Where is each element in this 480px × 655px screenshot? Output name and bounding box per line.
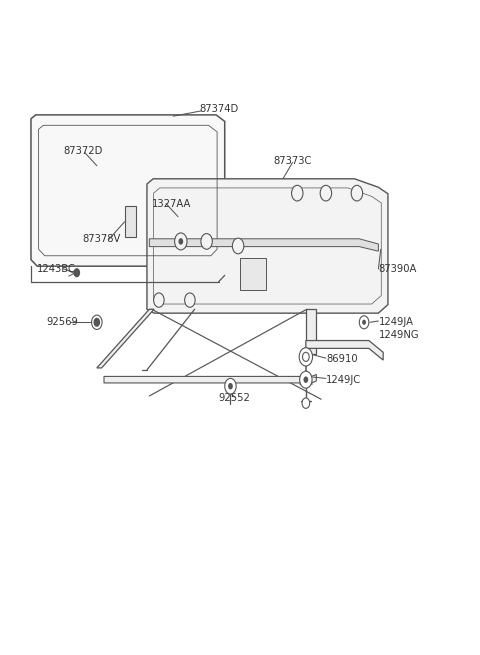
Polygon shape [97, 309, 154, 368]
Text: 92552: 92552 [218, 393, 251, 403]
Text: 87372D: 87372D [63, 147, 103, 157]
Circle shape [175, 233, 187, 250]
Circle shape [303, 377, 308, 383]
Text: 1249NG: 1249NG [378, 330, 419, 341]
Circle shape [225, 379, 236, 394]
Circle shape [92, 315, 102, 329]
Text: 92569: 92569 [47, 317, 79, 328]
Polygon shape [104, 375, 316, 383]
Circle shape [291, 185, 303, 201]
Polygon shape [306, 341, 383, 360]
Polygon shape [149, 239, 378, 251]
Circle shape [360, 316, 369, 329]
Text: 86910: 86910 [326, 354, 358, 364]
Circle shape [154, 293, 164, 307]
FancyBboxPatch shape [124, 206, 136, 238]
Circle shape [94, 318, 100, 327]
Text: 1327AA: 1327AA [152, 198, 191, 208]
Text: 1243BC: 1243BC [37, 264, 76, 274]
Text: 87374D: 87374D [199, 104, 239, 114]
Circle shape [201, 234, 212, 250]
Polygon shape [31, 115, 225, 266]
Text: 87373C: 87373C [274, 156, 312, 166]
Circle shape [232, 238, 244, 253]
Circle shape [362, 320, 366, 325]
FancyBboxPatch shape [240, 258, 266, 290]
Circle shape [302, 352, 309, 362]
Text: 1249JC: 1249JC [326, 375, 361, 384]
Polygon shape [306, 309, 316, 354]
Circle shape [320, 185, 332, 201]
Circle shape [302, 398, 310, 408]
Circle shape [300, 371, 312, 388]
Circle shape [179, 238, 183, 245]
Circle shape [73, 268, 80, 277]
Text: 87378V: 87378V [83, 234, 121, 244]
Circle shape [351, 185, 363, 201]
Circle shape [185, 293, 195, 307]
Text: 87390A: 87390A [378, 264, 417, 274]
Polygon shape [147, 179, 388, 313]
Circle shape [299, 348, 312, 366]
Circle shape [228, 383, 233, 390]
Text: 1249JA: 1249JA [378, 317, 413, 328]
